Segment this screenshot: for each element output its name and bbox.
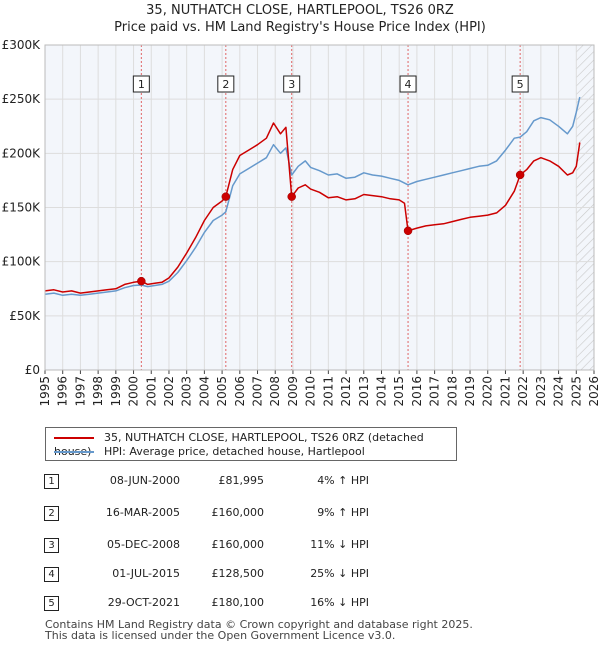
x-tick-label: 2020 (481, 376, 495, 407)
x-tick-label: 2002 (162, 376, 176, 407)
x-tick-label: 2025 (569, 376, 583, 407)
transaction-number: 2 (44, 506, 59, 521)
y-tick-label: £100K (2, 255, 42, 269)
x-tick-label: 1995 (38, 376, 52, 407)
sale-label-box (283, 75, 301, 93)
x-tick-label: 2004 (197, 376, 211, 407)
footer-licence: This data is licensed under the Open Gov… (45, 629, 396, 642)
transaction-hpi: 16% ↓ HPI (310, 596, 369, 609)
x-tick-label: 1996 (56, 376, 70, 407)
x-tick-label: 2007 (251, 376, 265, 407)
transaction-date: 05-DEC-2008 (106, 538, 180, 551)
legend-swatch-hpi (54, 451, 94, 453)
sale-label-box (511, 75, 529, 93)
sale-label: 5 (517, 78, 524, 91)
legend-label-hpi: HPI: Average price, detached house, Hart… (104, 445, 365, 458)
x-tick-label: 2013 (357, 376, 371, 407)
x-tick-label: 2008 (268, 376, 282, 407)
x-tick-label: 2009 (286, 376, 300, 407)
sale-point (221, 192, 231, 201)
transaction-date: 08-JUN-2000 (109, 474, 180, 487)
x-tick-label: 2017 (428, 376, 442, 407)
x-tick-label: 2010 (304, 376, 318, 407)
x-tick-label: 2023 (534, 376, 548, 407)
table-row: 3 05-DEC-2008 £160,000 11% ↓ HPI (44, 536, 424, 554)
x-tick-label: 2018 (445, 376, 459, 407)
x-tick-label: 2015 (392, 376, 406, 407)
sale-label: 1 (138, 78, 145, 91)
chart-title-block: 35, NUTHATCH CLOSE, HARTLEPOOL, TS26 0RZ… (0, 2, 600, 36)
price-chart: 1 2 3 4 5 £0 £50K £100K £150K £200K £250K £300K 199… (2, 38, 600, 407)
sale-point (403, 226, 413, 236)
table-row: 4 01-JUL-2015 £128,500 25% ↓ HPI (44, 565, 424, 583)
sale-point (137, 276, 146, 286)
x-tick-label: 2022 (516, 376, 530, 407)
transaction-number: 1 (44, 474, 59, 489)
table-row: 1 08-JUN-2000 £81,995 4% ↑ HPI (44, 472, 424, 490)
table-row: 2 16-MAR-2005 £160,000 9% ↑ HPI (44, 504, 424, 522)
sale-point (515, 170, 525, 180)
transaction-date: 01-JUL-2015 (112, 567, 180, 580)
sale-label-box (399, 75, 417, 93)
transaction-price: £128,500 (211, 567, 265, 580)
transaction-date: 29-OCT-2021 (107, 596, 180, 609)
y-tick-label: £50K (9, 309, 41, 323)
x-tick-label: 2003 (180, 376, 194, 407)
sale-label-box (132, 75, 150, 93)
sale-point (287, 192, 296, 201)
x-tick-label: 2006 (233, 376, 247, 407)
transaction-number: 5 (44, 596, 59, 611)
transaction-number: 3 (44, 538, 59, 553)
x-tick-label: 2016 (410, 376, 424, 407)
footer: Contains HM Land Registry data © Crown c… (45, 619, 473, 641)
transaction-price: £160,000 (211, 506, 265, 519)
x-tick-label: 2012 (339, 376, 353, 407)
table-row: 5 29-OCT-2021 £180,100 16% ↓ HPI (44, 594, 424, 612)
legend-swatch-property (54, 437, 94, 439)
legend-item-hpi: HPI: Average price, detached house, Hart… (54, 445, 365, 459)
x-tick-label: 2024 (552, 376, 566, 407)
transaction-hpi: 25% ↓ HPI (310, 567, 369, 580)
transaction-date: 16-MAR-2005 (105, 506, 180, 519)
y-tick-label: £0 (25, 363, 40, 377)
chart-subtitle: Price paid vs. HM Land Registry's House … (114, 20, 486, 35)
sale-label-box (217, 75, 235, 93)
sale-label: 2 (222, 78, 229, 91)
transaction-price: £180,100 (211, 596, 265, 609)
chart-title: 35, NUTHATCH CLOSE, HARTLEPOOL, TS26 0RZ (146, 3, 454, 18)
x-tick-label: 1997 (73, 376, 87, 407)
x-tick-label: 2011 (321, 376, 335, 407)
sale-label: 4 (405, 78, 412, 91)
sale-label: 3 (288, 78, 295, 91)
x-tick-label: 1999 (109, 376, 123, 407)
transaction-hpi: 4% ↑ HPI (317, 474, 369, 487)
y-tick-label: £200K (2, 146, 42, 160)
footer-copyright: Contains HM Land Registry data © Crown c… (45, 618, 473, 631)
x-tick-label: 2026 (587, 376, 600, 407)
transaction-hpi: 9% ↑ HPI (317, 506, 369, 519)
x-tick-label: 2019 (463, 376, 477, 407)
y-tick-label: £250K (2, 92, 42, 106)
transaction-number: 4 (44, 567, 59, 582)
legend: 35, NUTHATCH CLOSE, HARTLEPOOL, TS26 0RZ… (45, 427, 457, 461)
transaction-price: £160,000 (211, 538, 265, 551)
transaction-price: £81,995 (218, 474, 265, 487)
transaction-hpi: 11% ↓ HPI (310, 538, 369, 551)
x-tick-label: 2001 (144, 376, 158, 407)
x-tick-label: 2000 (127, 376, 141, 407)
y-tick-label: £300K (2, 38, 42, 52)
x-tick-label: 2021 (498, 376, 512, 407)
x-tick-label: 2014 (374, 376, 388, 407)
x-tick-label: 1998 (91, 376, 105, 407)
y-tick-label: £150K (2, 201, 42, 215)
plot-frame (44, 44, 595, 371)
x-tick-label: 2005 (215, 376, 229, 407)
legend-item-property: 35, NUTHATCH CLOSE, HARTLEPOOL, TS26 0RZ… (54, 431, 456, 458)
